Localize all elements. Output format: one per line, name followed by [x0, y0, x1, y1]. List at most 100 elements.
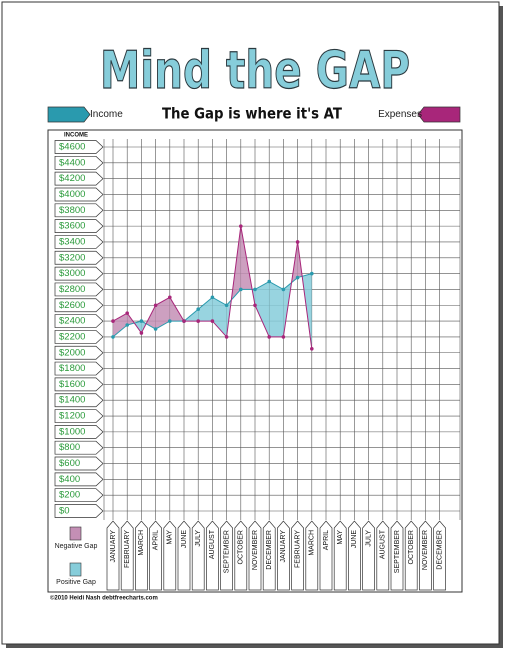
- x-tick-label: MAY: [167, 530, 174, 545]
- x-tick-tag: [419, 520, 432, 591]
- chart-subtitle: The Gap is where it's AT: [162, 105, 343, 123]
- y-tick-tag: [54, 155, 104, 170]
- gap-area: [198, 297, 213, 322]
- data-point: [153, 303, 158, 308]
- y-tick-label: $4400: [59, 157, 85, 168]
- x-tick-label: OCTOBER: [238, 530, 245, 565]
- x-tick-tag: [376, 520, 390, 591]
- data-point: [310, 346, 314, 351]
- x-tick-label: DECEMBER: [436, 530, 443, 570]
- y-tick-tag: [54, 171, 104, 186]
- y-tick-label: $200: [59, 490, 80, 501]
- y-tick-tag: [54, 504, 104, 518]
- data-point: [239, 224, 243, 228]
- data-point: [295, 275, 300, 280]
- y-tick-label: $3600: [59, 221, 85, 232]
- y-tick-tag: [54, 250, 104, 265]
- x-tick-tag: [191, 520, 205, 591]
- y-tick-label: $3200: [59, 252, 85, 263]
- x-tick-label: DECEMBER: [266, 530, 273, 570]
- y-tick-label: $1600: [59, 379, 85, 390]
- x-tick-tag: [291, 520, 304, 591]
- x-tick-tag: [262, 520, 276, 591]
- gap-legend-label: Negative Gap: [55, 543, 98, 550]
- x-tick-tag: [177, 520, 191, 591]
- y-tick-label: $2200: [59, 331, 85, 342]
- footer: ©2010 Heidi Nash debtfreecharts.com: [50, 595, 158, 602]
- data-point: [125, 323, 129, 327]
- y-tick-label: $3000: [59, 268, 85, 279]
- data-point: [224, 303, 229, 308]
- y-tick-tag: [54, 345, 104, 360]
- x-tick-label: FEBRUARY: [124, 530, 131, 568]
- data-point: [196, 319, 200, 323]
- y-tick-tag: [54, 393, 104, 408]
- y-tick-label: $4600: [59, 142, 85, 153]
- x-tick-tag: [163, 520, 177, 591]
- y-tick-tag: [54, 425, 104, 439]
- legend-label: Expenses: [378, 109, 422, 120]
- data-point: [153, 327, 158, 331]
- x-tick-tag: [106, 520, 120, 591]
- legend-swatch: [417, 106, 461, 123]
- data-point: [267, 335, 272, 339]
- x-tick-tag: [348, 520, 361, 591]
- y-tick-tag: [54, 456, 104, 471]
- x-tick-label: FEBRUARY: [294, 530, 301, 568]
- data-point: [210, 319, 215, 323]
- x-tick-tag: [135, 520, 148, 591]
- y-tick-tag: [54, 440, 104, 455]
- y-tick-label: $3800: [59, 205, 85, 216]
- x-tick-label: OCTOBER: [408, 530, 415, 565]
- gap-area: [155, 297, 170, 329]
- x-tick-tag: [149, 520, 162, 591]
- gap-area: [146, 305, 156, 329]
- x-tick-tag: [248, 520, 262, 591]
- x-tick-tag: [206, 520, 219, 591]
- y-tick-tag: [54, 298, 104, 313]
- data-point: [281, 287, 286, 292]
- x-tick-tag: [333, 520, 347, 591]
- data-point: [168, 295, 172, 300]
- y-tick-tag: [54, 488, 104, 503]
- chart-title: Mind the GAP: [100, 41, 410, 101]
- y-tick-label: $1200: [59, 411, 85, 422]
- x-tick-tag: [390, 520, 404, 591]
- data-point: [310, 271, 314, 276]
- x-tick-tag: [277, 520, 290, 591]
- x-tick-label: MARCH: [138, 530, 145, 556]
- x-tick-tag: [120, 520, 134, 591]
- x-tick-label: NOVEMBER: [422, 530, 429, 570]
- x-tick-label: JUNE: [181, 530, 188, 549]
- y-tick-label: $4200: [59, 173, 85, 184]
- x-tick-label: JULY: [195, 530, 202, 547]
- y-tick-label: $800: [59, 442, 80, 453]
- data-point: [224, 335, 229, 339]
- chart-frame: [47, 129, 463, 593]
- x-tick-label: JANUARY: [110, 530, 117, 563]
- y-tick-label: $1000: [59, 426, 85, 437]
- x-tick-label: JUNE: [351, 530, 358, 549]
- legend-label: Income: [90, 109, 123, 120]
- gap-legend-label: Positive Gap: [56, 579, 96, 586]
- legend-swatch: [47, 106, 91, 123]
- x-tick-tag: [234, 520, 248, 591]
- y-tick-label: $2000: [59, 347, 85, 358]
- y-tick-tag: [54, 203, 104, 218]
- y-tick-label: $2800: [59, 284, 85, 295]
- data-point: [267, 279, 272, 284]
- data-point: [210, 295, 215, 300]
- x-tick-label: APRIL: [323, 530, 330, 550]
- data-point: [139, 319, 144, 323]
- y-tick-tag: [54, 235, 104, 249]
- y-tick-tag: [54, 219, 104, 233]
- x-tick-label: MARCH: [309, 530, 316, 556]
- y-tick-label: $600: [59, 458, 80, 469]
- y-tick-label: $400: [59, 474, 80, 485]
- y-tick-label: $1800: [59, 363, 85, 374]
- x-tick-label: MAY: [337, 530, 344, 545]
- x-tick-tag: [362, 520, 375, 591]
- data-point: [168, 319, 172, 323]
- y-tick-tag: [54, 266, 104, 281]
